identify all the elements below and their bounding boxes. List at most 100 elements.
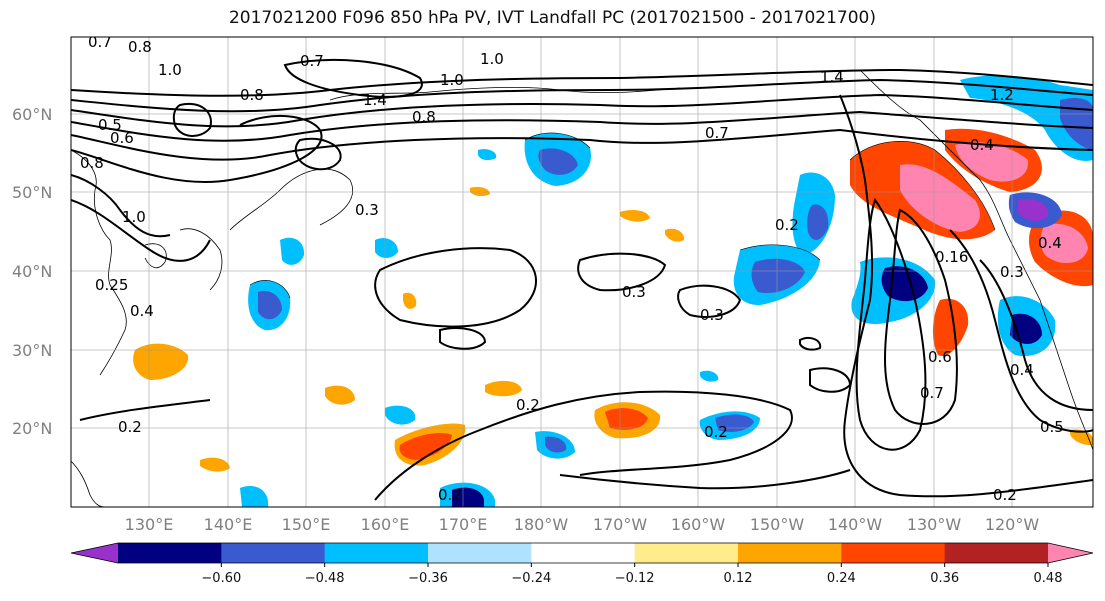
map-border [70, 36, 1094, 508]
colorbar-bin [944, 543, 1049, 563]
positive-anomaly [403, 292, 417, 309]
lon-label: 160°W [671, 515, 726, 534]
contour-label: 0.7 [920, 384, 944, 402]
positive-anomaly [955, 142, 1029, 182]
colorbar-tick-label: 0.24 [827, 571, 856, 586]
contour-label: 0.2 [516, 396, 540, 414]
lat-label: 30°N [12, 341, 52, 360]
contour-label: 0.4 [1038, 234, 1062, 252]
contour-label: 1.2 [990, 86, 1014, 104]
contour-label: 0.5 [1040, 418, 1064, 436]
colorbar-extend-low [71, 543, 118, 563]
contour-label: 0.2 [993, 486, 1017, 504]
negative-anomaly [280, 237, 305, 265]
contour-label: 0.6 [110, 129, 134, 147]
positive-anomaly [932, 298, 969, 356]
contour-label: 1.4 [820, 68, 844, 86]
lat-label: 20°N [12, 419, 52, 438]
contour-label: 0.4 [130, 302, 154, 320]
colorbar-extend-high [1048, 543, 1093, 563]
negative-anomaly [960, 75, 1093, 161]
latitude-labels: 60°N 50°N 40°N 30°N 20°N [12, 105, 52, 438]
colorbar-tick-label: −0.36 [408, 571, 448, 586]
colorbar-bin [221, 543, 326, 563]
negative-anomaly [715, 414, 754, 432]
negative-anomaly [807, 204, 829, 240]
colorbar-bin [634, 543, 739, 563]
colorbar-tick-label: −0.60 [201, 571, 241, 586]
negative-anomaly [1018, 198, 1049, 221]
positive-anomaly [485, 380, 522, 397]
colorbar-tick-label: −0.12 [615, 571, 655, 586]
negative-anomaly [545, 436, 567, 453]
colorbar-bin [738, 543, 842, 563]
contour-label: 1.0 [122, 208, 146, 226]
positive-anomaly [1070, 429, 1093, 446]
contour-label: 1.4 [363, 91, 387, 109]
contour-label: 0.2 [438, 486, 462, 504]
contour-label: 0.8 [240, 86, 264, 104]
negative-anomaly [751, 258, 805, 294]
lon-label: 150°W [750, 515, 805, 534]
colorbar-tick-label: −0.24 [511, 571, 551, 586]
colorbar-bin [428, 543, 532, 563]
lon-label: 120°W [985, 515, 1040, 534]
positive-anomaly [133, 343, 189, 380]
contour-label: 0.3 [1000, 263, 1024, 281]
colorbar: −0.60 −0.48 −0.36 −0.24 −0.12 0.12 0.24 0.36 0.4… [70, 542, 1094, 586]
contour-label: 0.3 [355, 201, 379, 219]
contour-label: 0.4 [1010, 361, 1034, 379]
contour-label: 0.2 [118, 418, 142, 436]
lat-label: 50°N [12, 183, 52, 202]
contour-label: 0.6 [928, 348, 952, 366]
positive-anomaly [605, 408, 648, 430]
contour-label: 0.7 [300, 52, 324, 70]
negative-anomaly [385, 405, 416, 425]
contour-labels: 0.7 0.8 1.0 0.6 0.5 0.8 1.0 0.8 0.7 1.0 … [80, 33, 1064, 504]
contour-label: 1.0 [440, 71, 464, 89]
positive-anomaly [399, 433, 452, 460]
negative-anomaly [258, 290, 282, 320]
lat-label: 40°N [12, 262, 52, 281]
colorbar-tick-label: 0.36 [930, 571, 959, 586]
positive-anomaly [665, 228, 685, 242]
contour-label: 0.7 [88, 33, 112, 51]
colorbar-bin [531, 543, 636, 563]
lon-label: 170°W [593, 515, 648, 534]
colorbar-bin [118, 543, 222, 563]
positive-anomaly [620, 210, 650, 222]
graticule [71, 37, 1093, 507]
negative-anomaly [538, 148, 578, 175]
contour-label: 0.2 [775, 216, 799, 234]
pv-contours [71, 58, 1093, 501]
lon-label: 140°E [204, 515, 253, 534]
positive-anomaly [200, 457, 230, 472]
contour-label: 0.4 [970, 136, 994, 154]
negative-anomaly [1060, 98, 1093, 150]
lon-label: 140°W [828, 515, 883, 534]
contour-label: 0.7 [705, 124, 729, 142]
positive-anomaly [900, 164, 980, 232]
colorbar-bin [324, 543, 429, 563]
contour-label: 0.8 [412, 108, 436, 126]
contour-label: 0.25 [95, 276, 128, 294]
contour-label: 0.8 [80, 154, 104, 172]
colorbar-tick-label: −0.48 [305, 571, 345, 586]
contour-label: 1.0 [480, 50, 504, 68]
contour-label: 0.3 [700, 306, 724, 324]
lon-label: 180°W [514, 515, 569, 534]
lon-label: 170°E [439, 515, 488, 534]
lon-label: 160°E [361, 515, 410, 534]
colorbar-tick-label: 0.12 [724, 571, 753, 586]
longitude-labels: 130°E 140°E 150°E 160°E 170°E 180°W 170°… [125, 515, 1040, 534]
lat-label: 60°N [12, 105, 52, 124]
lon-label: 150°E [282, 515, 331, 534]
negative-anomaly [452, 487, 484, 507]
contour-label: 0.5 [98, 116, 122, 134]
lon-label: 130°W [907, 515, 962, 534]
positive-anomaly [1040, 223, 1088, 264]
colorbar-bin [841, 543, 946, 563]
map-title: 2017021200 F096 850 hPa PV, IVT Landfall… [228, 8, 876, 28]
negative-anomaly [375, 238, 398, 258]
